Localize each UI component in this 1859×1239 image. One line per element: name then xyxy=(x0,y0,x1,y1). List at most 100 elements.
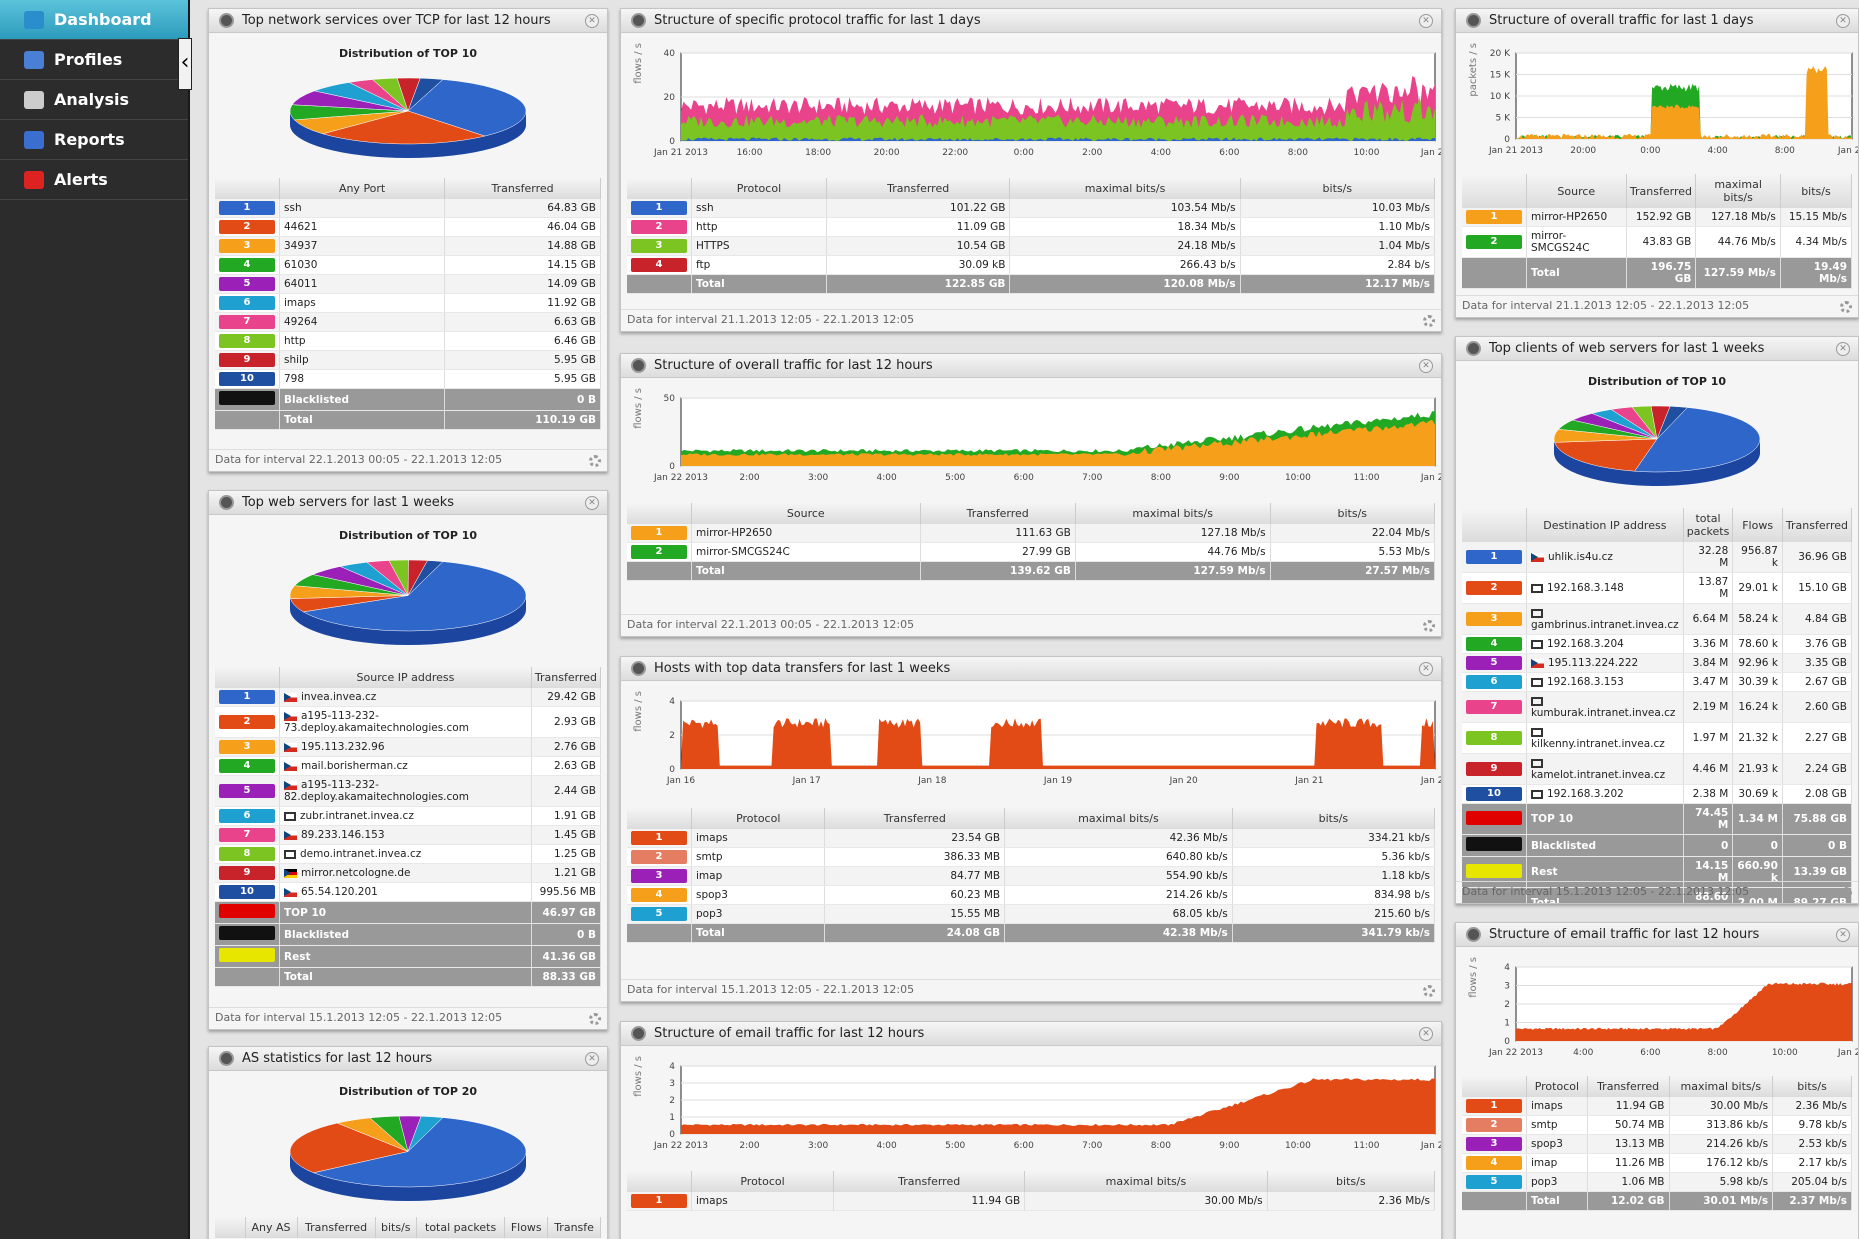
close-icon[interactable]: ✕ xyxy=(1419,1027,1433,1041)
close-icon[interactable]: ✕ xyxy=(585,496,599,510)
nav-item-analysis[interactable]: Analysis xyxy=(0,80,188,120)
table-row[interactable]: 2 192.168.3.148 13.87 M 29.01 k 15.10 GB xyxy=(1462,573,1852,604)
column-header[interactable]: Transferred xyxy=(297,1217,375,1238)
close-icon[interactable]: ✕ xyxy=(1419,662,1433,676)
close-icon[interactable]: ✕ xyxy=(585,14,599,28)
column-header[interactable]: Destination IP address xyxy=(1527,508,1684,542)
table-row[interactable]: 9 kamelot.intranet.invea.cz 4.46 M 21.93 k 2… xyxy=(1462,754,1852,785)
table-row[interactable]: 8 http 6.46 GB xyxy=(215,332,601,351)
column-header[interactable]: Transferred xyxy=(531,667,600,688)
table-row[interactable]: 2 smtp 386.33 MB 640.80 kb/s 5.36 kb/s xyxy=(627,848,1435,867)
close-icon[interactable]: ✕ xyxy=(585,1052,599,1066)
table-row[interactable]: 5 195.113.224.222 3.84 M 92.96 k 3.35 GB xyxy=(1462,654,1852,673)
table-row[interactable]: 1 ssh 64.83 GB xyxy=(215,199,601,218)
close-icon[interactable]: ✕ xyxy=(1836,928,1850,942)
column-header[interactable]: Transferred xyxy=(920,503,1075,524)
panel-header[interactable]: Hosts with top data transfers for last 1… xyxy=(621,657,1441,681)
gear-icon[interactable] xyxy=(1423,315,1435,327)
column-header[interactable]: maximal bits/s xyxy=(1025,1171,1267,1192)
nav-item-reports[interactable]: Reports xyxy=(0,120,188,160)
table-row[interactable]: 3 spop3 13.13 MB 214.26 kb/s 2.53 kb/s xyxy=(1462,1135,1852,1154)
column-header[interactable]: Any Port xyxy=(280,178,445,199)
close-icon[interactable]: ✕ xyxy=(1836,342,1850,356)
column-header[interactable]: bits/s xyxy=(1240,178,1434,199)
column-header[interactable]: Transfe xyxy=(548,1217,601,1238)
nav-item-profiles[interactable]: Profiles xyxy=(0,40,188,80)
table-row[interactable]: 3 195.113.232.96 2.76 GB xyxy=(215,738,601,757)
column-header[interactable]: bits/s xyxy=(1267,1171,1434,1192)
column-header[interactable]: Source xyxy=(1527,174,1627,208)
table-row[interactable]: 7 kumburak.intranet.invea.cz 2.19 M 16.24 k… xyxy=(1462,692,1852,723)
column-header[interactable]: Protocol xyxy=(692,178,827,199)
column-header[interactable]: Flows xyxy=(505,1217,548,1238)
table-row[interactable]: 1 mirror-HP2650 152.92 GB 127.18 Mb/s 15.15 … xyxy=(1462,208,1852,227)
column-header[interactable]: Any AS xyxy=(245,1217,297,1238)
column-header[interactable]: maximal bits/s xyxy=(1010,178,1240,199)
table-row[interactable]: 2 mirror-SMCGS24C 43.83 GB 44.76 Mb/s 4.34 M… xyxy=(1462,227,1852,258)
column-header[interactable]: Protocol xyxy=(1527,1076,1588,1097)
column-header[interactable]: Protocol xyxy=(692,1171,834,1192)
column-header[interactable]: Transferred xyxy=(834,1171,1025,1192)
panel-header[interactable]: Structure of overall traffic for last 1 … xyxy=(1456,9,1858,33)
close-icon[interactable]: ✕ xyxy=(1836,14,1850,28)
gear-icon[interactable] xyxy=(589,1013,601,1025)
table-row[interactable]: 5 a195-113-232-82.deploy.akamaitechnologi… xyxy=(215,776,601,807)
gear-icon[interactable] xyxy=(1423,985,1435,997)
column-header[interactable]: Protocol xyxy=(692,808,825,829)
column-header[interactable]: maximal bits/s xyxy=(1696,174,1781,208)
column-header[interactable]: maximal bits/s xyxy=(1669,1076,1773,1097)
column-header[interactable]: Transferred xyxy=(1587,1076,1669,1097)
gear-icon[interactable] xyxy=(1423,620,1435,632)
table-row[interactable]: 3 gambrinus.intranet.invea.cz 6.64 M 58.24 … xyxy=(1462,604,1852,635)
panel-header[interactable]: Structure of email traffic for last 12 h… xyxy=(621,1022,1441,1046)
column-header[interactable]: bits/s xyxy=(375,1217,416,1238)
table-row[interactable]: 1 imaps 23.54 GB 42.36 Mb/s 334.21 kb/s xyxy=(627,829,1435,848)
table-row[interactable]: 1 imaps 11.94 GB 30.00 Mb/s 2.36 Mb/s xyxy=(627,1192,1435,1211)
table-row[interactable]: 4 ftp 30.09 kB 266.43 b/s 2.84 b/s xyxy=(627,256,1435,275)
panel-header[interactable]: Structure of specific protocol traffic f… xyxy=(621,9,1441,33)
column-header[interactable]: maximal bits/s xyxy=(1075,503,1270,524)
nav-item-dashboard[interactable]: Dashboard xyxy=(0,0,188,40)
table-row[interactable]: 2 smtp 50.74 MB 313.86 kb/s 9.78 kb/s xyxy=(1462,1116,1852,1135)
table-row[interactable]: 6 zubr.intranet.invea.cz 1.91 GB xyxy=(215,807,601,826)
table-row[interactable]: 7 49264 6.63 GB xyxy=(215,313,601,332)
table-row[interactable]: 4 mail.borisherman.cz 2.63 GB xyxy=(215,757,601,776)
table-row[interactable]: 2 a195-113-232-73.deploy.akamaitechnologi… xyxy=(215,707,601,738)
panel-header[interactable]: Top clients of web servers for last 1 we… xyxy=(1456,337,1858,361)
table-row[interactable]: 2 mirror-SMCGS24C 27.99 GB 44.76 Mb/s 5.53 M… xyxy=(627,543,1435,562)
gear-icon[interactable] xyxy=(1840,887,1852,899)
close-icon[interactable]: ✕ xyxy=(1419,359,1433,373)
table-row[interactable]: 8 demo.intranet.invea.cz 1.25 GB xyxy=(215,845,601,864)
column-header[interactable]: bits/s xyxy=(1780,174,1851,208)
column-header[interactable]: Transferred xyxy=(1626,174,1696,208)
table-row[interactable]: 7 89.233.146.153 1.45 GB xyxy=(215,826,601,845)
column-header[interactable]: Source IP address xyxy=(280,667,532,688)
panel-header[interactable]: Top web servers for last 1 weeks ✕ xyxy=(209,491,607,515)
column-header[interactable]: bits/s xyxy=(1773,1076,1852,1097)
table-row[interactable]: 9 mirror.netcologne.de 1.21 GB xyxy=(215,864,601,883)
column-header[interactable]: maximal bits/s xyxy=(1005,808,1233,829)
table-row[interactable]: 4 192.168.3.204 3.36 M 78.60 k 3.76 GB xyxy=(1462,635,1852,654)
table-row[interactable]: 2 44621 46.04 GB xyxy=(215,218,601,237)
table-row[interactable]: 4 61030 14.15 GB xyxy=(215,256,601,275)
nav-item-alerts[interactable]: Alerts xyxy=(0,160,188,200)
table-row[interactable]: 6 192.168.3.153 3.47 M 30.39 k 2.67 GB xyxy=(1462,673,1852,692)
column-header[interactable]: total packets xyxy=(1683,508,1733,542)
panel-header[interactable]: Structure of overall traffic for last 12… xyxy=(621,354,1441,378)
table-row[interactable]: 5 pop3 15.55 MB 68.05 kb/s 215.60 b/s xyxy=(627,905,1435,924)
table-row[interactable]: 5 pop3 1.06 MB 5.98 kb/s 205.04 b/s xyxy=(1462,1173,1852,1192)
table-row[interactable]: 4 imap 11.26 MB 176.12 kb/s 2.17 kb/s xyxy=(1462,1154,1852,1173)
column-header[interactable]: Transferred xyxy=(825,808,1005,829)
table-row[interactable]: 1 invea.invea.cz 29.42 GB xyxy=(215,688,601,707)
panel-header[interactable]: AS statistics for last 12 hours ✕ xyxy=(209,1047,607,1071)
table-row[interactable]: 8 kilkenny.intranet.invea.cz 1.97 M 21.32 k… xyxy=(1462,723,1852,754)
column-header[interactable]: bits/s xyxy=(1270,503,1434,524)
column-header[interactable]: Source xyxy=(692,503,921,524)
column-header[interactable]: Transferred xyxy=(826,178,1010,199)
column-header[interactable]: bits/s xyxy=(1232,808,1434,829)
table-row[interactable]: 1 imaps 11.94 GB 30.00 Mb/s 2.36 Mb/s xyxy=(1462,1097,1852,1116)
column-header[interactable]: total packets xyxy=(416,1217,504,1238)
table-row[interactable]: 10 192.168.3.202 2.38 M 30.69 k 2.08 GB xyxy=(1462,785,1852,804)
table-row[interactable]: 1 mirror-HP2650 111.63 GB 127.18 Mb/s 22.04 … xyxy=(627,524,1435,543)
table-row[interactable]: 10 65.54.120.201 995.56 MB xyxy=(215,883,601,902)
